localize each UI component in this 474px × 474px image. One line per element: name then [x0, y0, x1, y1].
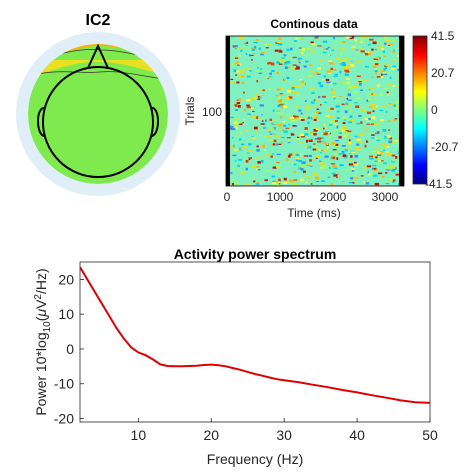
topomap-right-ear — [151, 107, 159, 137]
topomap-head-outline — [42, 66, 154, 178]
colorbar-tick: 0 — [431, 103, 438, 117]
spectrum-xtick-label: 20 — [203, 427, 219, 443]
colorbar-tick: 20.7 — [431, 66, 455, 80]
erp-image-noise — [230, 36, 403, 187]
spectrum-xtick-label: 40 — [349, 427, 365, 443]
spectrum-line — [80, 266, 430, 404]
erp-image-xlabel: Time (ms) — [287, 206, 341, 220]
colorbar-gradient — [412, 35, 428, 185]
colorbar-tick: -20.7 — [431, 140, 459, 154]
spectrum-ytick-label: 0 — [66, 341, 74, 357]
erp-image-right-edge — [399, 36, 404, 186]
spectrum-ticks: 10 20 30 40 50 20 10 0 -10 -20 — [54, 271, 438, 443]
spectrum-ylabel: Power 10*log10(μV2/Hz) — [33, 268, 53, 415]
spectrum-title: Activity power spectrum — [174, 246, 337, 262]
topomap-title: IC2 — [86, 12, 111, 29]
erp-image-ylabel: Trials — [183, 97, 197, 126]
colorbar-tick: -41.5 — [425, 177, 453, 191]
topomap-nose — [87, 43, 109, 69]
power-spectrum: Activity power spectrum 10 20 30 40 50 20 10 0 -… — [33, 246, 438, 467]
erp-image: Continous data Trials 100 0 1000 2000 30… — [183, 17, 405, 220]
spectrum-axes-frame — [79, 261, 431, 423]
colorbar: 41.5 20.7 0 -20.7 -41.5 — [412, 29, 459, 191]
topomap: IC2 — [16, 12, 180, 196]
spectrum-ytick-label: 10 — [58, 306, 74, 322]
topomap-left-ear — [37, 107, 45, 137]
colorbar-tick: 41.5 — [431, 29, 455, 43]
spectrum-ytick-label: 20 — [58, 271, 74, 287]
erp-image-xtick: 0 — [224, 190, 231, 204]
erp-image-title: Continous data — [270, 17, 358, 31]
spectrum-ytick-label: -10 — [54, 376, 74, 392]
erp-image-xtick: 3000 — [372, 190, 399, 204]
spectrum-xlabel: Frequency (Hz) — [207, 451, 303, 467]
spectrum-ytick-label: -20 — [54, 411, 74, 427]
erp-image-ytick: 100 — [202, 105, 222, 119]
spectrum-xtick-label: 30 — [276, 427, 292, 443]
erp-image-xtick: 1000 — [267, 190, 294, 204]
spectrum-xtick-label: 50 — [422, 427, 438, 443]
erp-image-xtick: 2000 — [320, 190, 347, 204]
spectrum-xtick-label: 10 — [131, 427, 147, 443]
